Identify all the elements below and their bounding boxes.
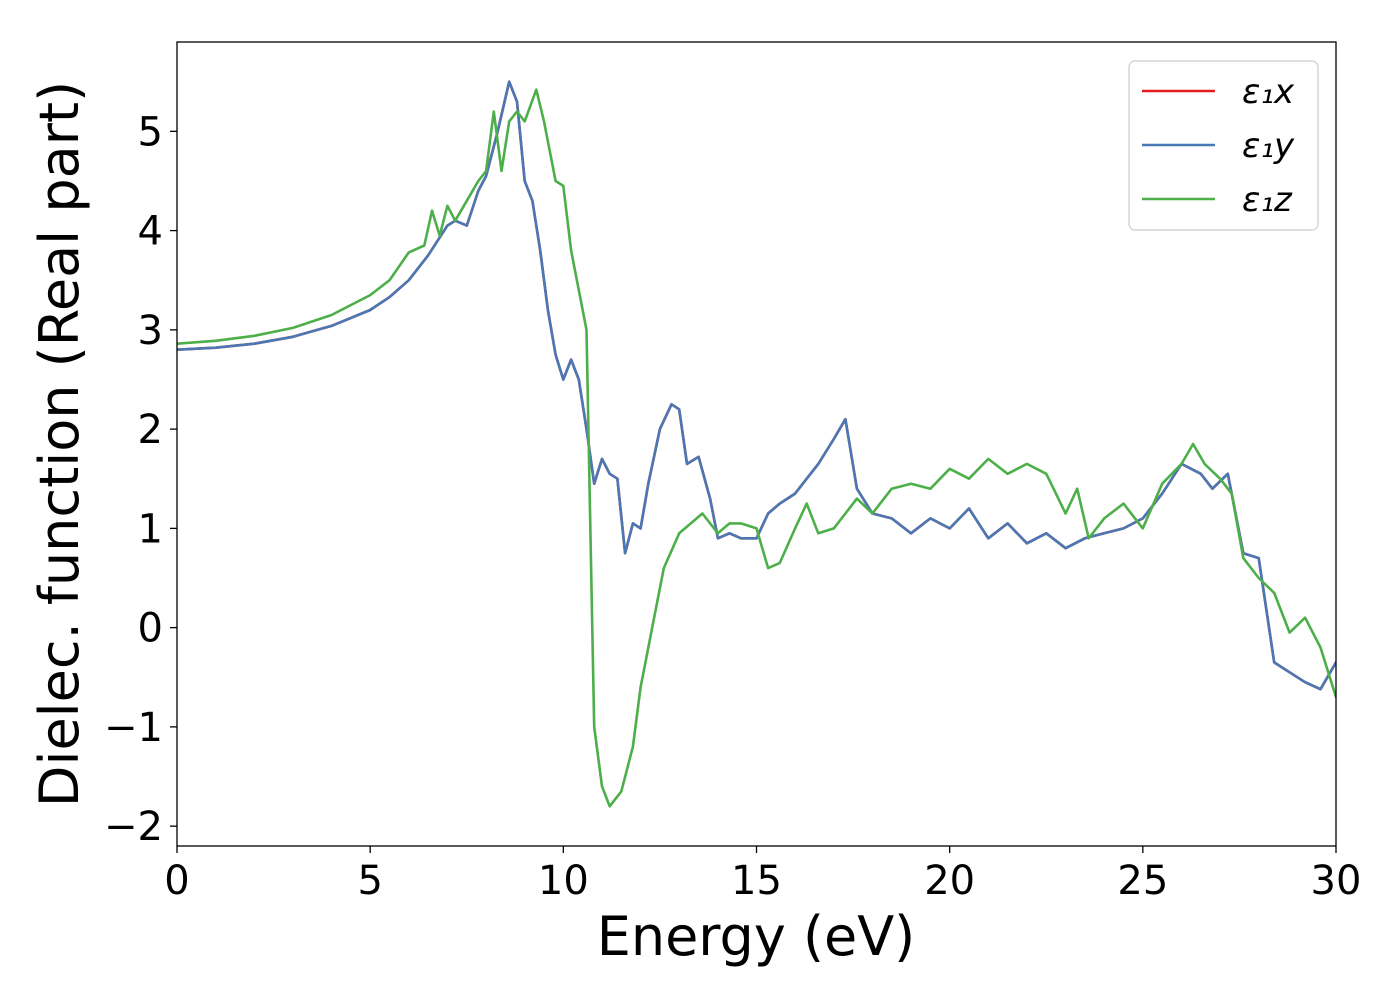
x-tick-label: 0 xyxy=(164,858,189,904)
legend-label: ε₁z xyxy=(1242,180,1293,220)
x-tick-label: 10 xyxy=(538,858,589,904)
y-tick-label: −2 xyxy=(104,804,163,850)
series-group xyxy=(177,80,1336,808)
legend-entries: ε₁x ε₁y ε₁z xyxy=(1142,72,1295,220)
y-tick-label: 2 xyxy=(138,407,163,453)
x-tick-label: 5 xyxy=(357,858,382,904)
x-tick-label: 30 xyxy=(1311,858,1362,904)
series-line-2 xyxy=(177,80,1336,691)
y-axis-label: Dielec. function (Real part) xyxy=(28,81,91,807)
legend-box xyxy=(1128,60,1319,231)
x-tick-label: 15 xyxy=(731,858,782,904)
x-axis: 0 5 10 15 20 25 30 xyxy=(164,846,1361,904)
series-line-3 xyxy=(177,88,1336,808)
x-axis-label: Energy (eV) xyxy=(597,905,916,968)
y-tick-label: 0 xyxy=(138,606,163,652)
legend-label: ε₁x xyxy=(1242,72,1295,112)
y-tick-label: 1 xyxy=(138,506,163,552)
x-tick-label: 20 xyxy=(924,858,975,904)
legend: ε₁x ε₁y ε₁z xyxy=(1128,60,1319,231)
series-layer xyxy=(177,80,1336,808)
y-tick-label: 5 xyxy=(138,109,163,155)
legend-label: ε₁y xyxy=(1242,126,1295,166)
y-tick-label: 4 xyxy=(138,209,163,255)
y-axis: −2 −1 0 1 2 3 4 5 xyxy=(104,109,177,850)
y-tick-label: −1 xyxy=(104,705,163,751)
y-tick-label: 3 xyxy=(138,308,163,354)
x-tick-label: 25 xyxy=(1117,858,1168,904)
